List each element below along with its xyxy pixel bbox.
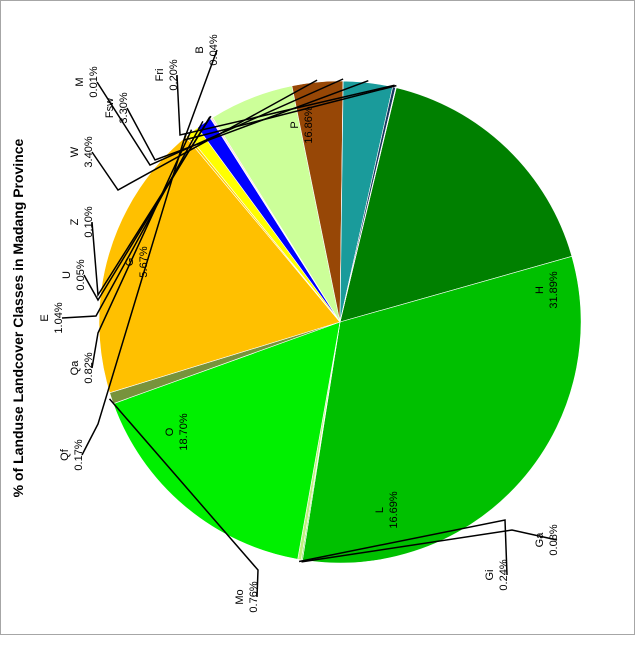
slice-name-p: P — [289, 121, 301, 128]
slice-label-b: B 0.04% — [194, 34, 220, 65]
slice-p — [339, 87, 573, 323]
slice-name-b: B — [194, 46, 206, 53]
slice-value-h: 31.89% — [548, 271, 560, 309]
slice-value-l: 16.69% — [388, 491, 400, 529]
slice-label-gi: Gi 0.24% — [484, 559, 510, 590]
slice-name-g: G — [124, 258, 136, 267]
slice-label-m: M 0.01% — [74, 66, 100, 97]
slice-value-ga: 0.08% — [548, 524, 560, 555]
slice-name-fsw: Fsw — [104, 98, 116, 118]
leader-line-ga — [301, 529, 558, 563]
slice-label-z: Z 0.10% — [69, 206, 95, 237]
slice-label-p: P 16.86% — [289, 106, 315, 144]
slice-label-o: O 18.70% — [164, 413, 190, 451]
slice-name-u: U — [61, 271, 73, 279]
slice-label-fsw: Fsw 3.30% — [104, 92, 130, 123]
slice-l — [112, 321, 341, 560]
slice-name-w: W — [69, 146, 81, 157]
slice-label-qa: Qa 0.82% — [69, 352, 95, 383]
slice-name-m: M — [74, 77, 86, 86]
leader-line-m — [96, 78, 344, 166]
slice-label-w: W 3.40% — [69, 136, 95, 167]
leader-line-b — [182, 49, 397, 142]
slice-value-qf: 0.17% — [73, 439, 85, 470]
slice-name-e: E — [39, 314, 51, 321]
leader-line-fri — [176, 74, 395, 136]
slice-name-h: H — [534, 286, 546, 294]
slice-value-g: 5.67% — [138, 246, 150, 277]
slice-value-qa: 0.82% — [83, 352, 95, 383]
slice-label-g: G 5.67% — [124, 246, 150, 277]
slice-value-e: 1.04% — [53, 302, 65, 333]
slice-name-z: Z — [69, 218, 81, 225]
slice-name-fri: Fri — [154, 69, 166, 82]
slice-value-w: 3.40% — [83, 136, 95, 167]
slice-value-gi: 0.24% — [498, 559, 510, 590]
slice-name-l: L — [374, 507, 386, 513]
slice-name-mo: Mo — [234, 589, 246, 604]
slice-value-z: 0.10% — [83, 206, 95, 237]
slice-value-fsw: 3.30% — [118, 92, 130, 123]
slice-label-fri: Fri 0.20% — [154, 59, 180, 90]
chart-title: % of Landuse Landcover Classes in Madang… — [10, 138, 26, 497]
slice-name-qf: Qf — [59, 448, 71, 461]
slice-label-mo: Mo 0.76% — [234, 581, 260, 612]
leader-line-qf — [81, 134, 187, 456]
slice-name-gi: Gi — [484, 570, 496, 581]
pie-slices — [98, 80, 582, 564]
leader-line-w — [91, 79, 318, 191]
slice-label-l: L 16.69% — [374, 491, 400, 529]
slice-label-ga: Ga 0.08% — [534, 524, 560, 555]
slice-value-m: 0.01% — [88, 66, 100, 97]
slice-label-h: H 31.89% — [534, 271, 560, 309]
slice-value-fri: 0.20% — [168, 59, 180, 90]
slice-name-ga: Ga — [534, 532, 546, 548]
slice-name-o: O — [164, 427, 176, 436]
slice-value-u: 0.05% — [75, 259, 87, 290]
slice-label-u: U 0.05% — [61, 259, 87, 290]
slice-h — [302, 255, 582, 564]
slice-labels: P 16.86% H 31.89% Ga 0.08% Gi 0.24% L 16.69% Mo 0.7… — [39, 34, 560, 612]
slice-label-e: E 1.04% — [39, 302, 65, 333]
slice-value-p: 16.86% — [303, 106, 315, 144]
leader-line-mo — [108, 398, 259, 598]
slice-b — [339, 87, 397, 323]
leader-line-z — [91, 115, 212, 298]
slice-value-o: 18.70% — [178, 413, 190, 451]
leader-line-gi — [298, 519, 508, 576]
slice-value-b: 0.04% — [208, 34, 220, 65]
leader-lines — [61, 49, 558, 598]
slice-name-qa: Qa — [69, 360, 81, 376]
slice-value-mo: 0.76% — [248, 581, 260, 612]
slice-label-qf: Qf 0.17% — [59, 439, 85, 470]
